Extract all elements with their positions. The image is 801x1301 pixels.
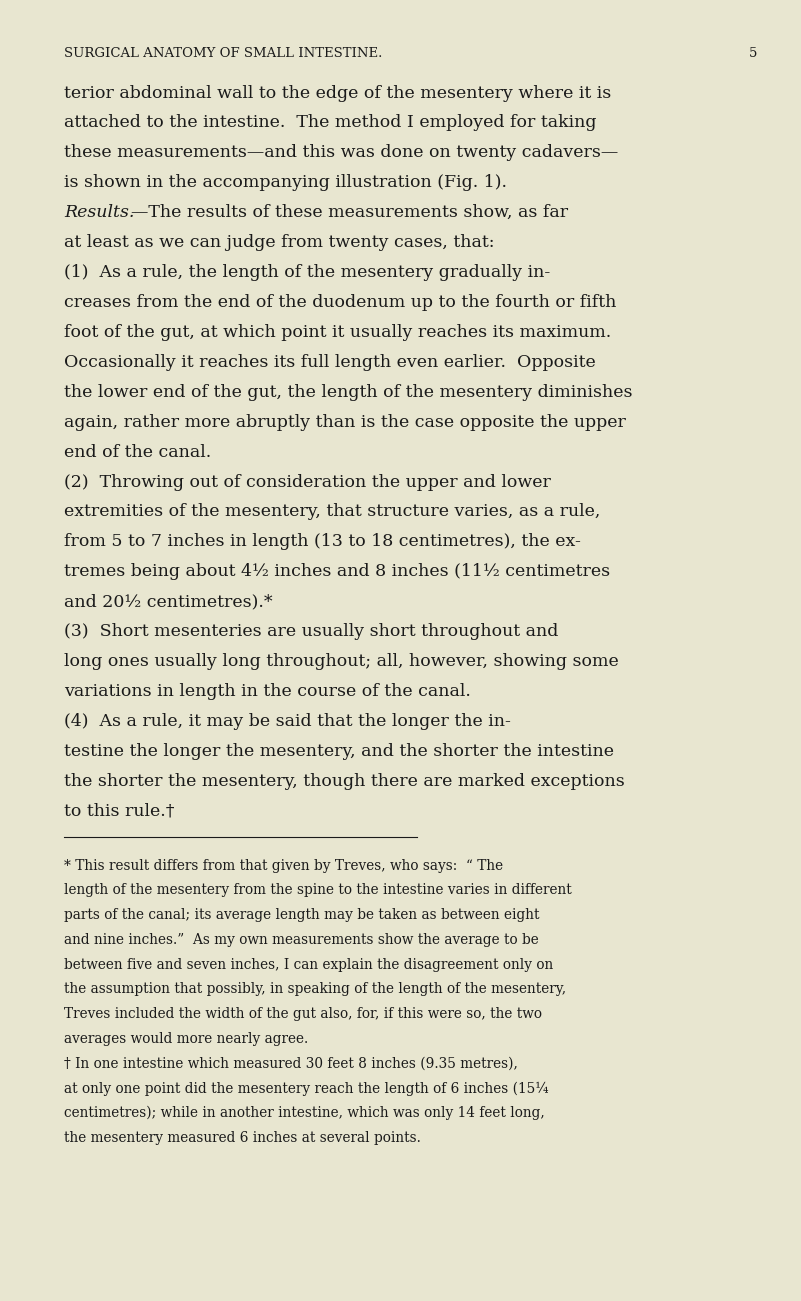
Text: again, rather more abruptly than is the case opposite the upper: again, rather more abruptly than is the … xyxy=(64,414,626,431)
Text: is shown in the accompanying illustration (Fig. 1).: is shown in the accompanying illustratio… xyxy=(64,174,507,191)
Text: between five and seven inches, I can explain the disagreement only on: between five and seven inches, I can exp… xyxy=(64,958,553,972)
Text: tremes being about 4½ inches and 8 inches (11½ centimetres: tremes being about 4½ inches and 8 inche… xyxy=(64,563,610,580)
Text: centimetres); while in another intestine, which was only 14 feet long,: centimetres); while in another intestine… xyxy=(64,1106,545,1120)
Text: these measurements—and this was done on twenty cadavers—: these measurements—and this was done on … xyxy=(64,144,618,161)
Text: long ones usually long throughout; all, however, showing some: long ones usually long throughout; all, … xyxy=(64,653,619,670)
Text: creases from the end of the duodenum up to the fourth or fifth: creases from the end of the duodenum up … xyxy=(64,294,617,311)
Text: the lower end of the gut, the length of the mesentery diminishes: the lower end of the gut, the length of … xyxy=(64,384,633,401)
Text: 5: 5 xyxy=(749,47,757,60)
Text: and 20½ centimetres).*: and 20½ centimetres).* xyxy=(64,593,272,610)
Text: (3)  Short mesenteries are usually short throughout and: (3) Short mesenteries are usually short … xyxy=(64,623,558,640)
Text: from 5 to 7 inches in length (13 to 18 centimetres), the ex-: from 5 to 7 inches in length (13 to 18 c… xyxy=(64,533,581,550)
Text: end of the canal.: end of the canal. xyxy=(64,444,211,461)
Text: attached to the intestine.  The method I employed for taking: attached to the intestine. The method I … xyxy=(64,114,597,131)
Text: Results.: Results. xyxy=(64,204,135,221)
Text: † In one intestine which measured 30 feet 8 inches (9.35 metres),: † In one intestine which measured 30 fee… xyxy=(64,1056,518,1071)
Text: foot of the gut, at which point it usually reaches its maximum.: foot of the gut, at which point it usual… xyxy=(64,324,611,341)
Text: the shorter the mesentery, though there are marked exceptions: the shorter the mesentery, though there … xyxy=(64,773,625,790)
Text: the mesentery measured 6 inches at several points.: the mesentery measured 6 inches at sever… xyxy=(64,1131,421,1145)
Text: at only one point did the mesentery reach the length of 6 inches (15¼: at only one point did the mesentery reac… xyxy=(64,1081,549,1095)
Text: length of the mesentery from the spine to the intestine varies in different: length of the mesentery from the spine t… xyxy=(64,883,572,898)
Text: (1)  As a rule, the length of the mesentery gradually in-: (1) As a rule, the length of the mesente… xyxy=(64,264,550,281)
Text: Occasionally it reaches its full length even earlier.  Opposite: Occasionally it reaches its full length … xyxy=(64,354,596,371)
Text: the assumption that possibly, in speaking of the length of the mesentery,: the assumption that possibly, in speakin… xyxy=(64,982,566,997)
Text: to this rule.†: to this rule.† xyxy=(64,803,175,820)
Text: and nine inches.”  As my own measurements show the average to be: and nine inches.” As my own measurements… xyxy=(64,933,539,947)
Text: Treves included the width of the gut also, for, if this were so, the two: Treves included the width of the gut als… xyxy=(64,1007,542,1021)
Text: SURGICAL ANATOMY OF SMALL INTESTINE.: SURGICAL ANATOMY OF SMALL INTESTINE. xyxy=(64,47,382,60)
Text: (4)  As a rule, it may be said that the longer the in-: (4) As a rule, it may be said that the l… xyxy=(64,713,511,730)
Text: * This result differs from that given by Treves, who says:  “ The: * This result differs from that given by… xyxy=(64,859,503,873)
Text: parts of the canal; its average length may be taken as between eight: parts of the canal; its average length m… xyxy=(64,908,540,922)
Text: extremities of the mesentery, that structure varies, as a rule,: extremities of the mesentery, that struc… xyxy=(64,503,601,520)
Text: averages would more nearly agree.: averages would more nearly agree. xyxy=(64,1032,308,1046)
Text: (2)  Throwing out of consideration the upper and lower: (2) Throwing out of consideration the up… xyxy=(64,474,551,490)
Text: terior abdominal wall to the edge of the mesentery where it is: terior abdominal wall to the edge of the… xyxy=(64,85,611,101)
Text: at least as we can judge from twenty cases, that:: at least as we can judge from twenty cas… xyxy=(64,234,494,251)
Text: variations in length in the course of the canal.: variations in length in the course of th… xyxy=(64,683,471,700)
Text: —The results of these measurements show, as far: —The results of these measurements show,… xyxy=(131,204,568,221)
Text: testine the longer the mesentery, and the shorter the intestine: testine the longer the mesentery, and th… xyxy=(64,743,614,760)
